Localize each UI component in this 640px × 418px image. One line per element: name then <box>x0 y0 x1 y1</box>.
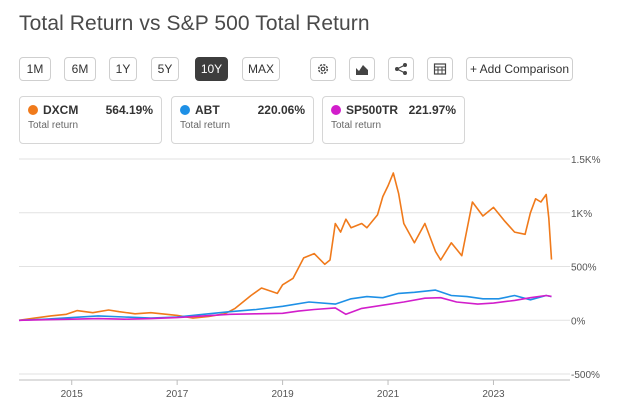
series-color-dot <box>180 105 190 115</box>
card-ticker: DXCM <box>43 103 79 117</box>
series-line-dxcm <box>18 172 553 322</box>
total-return-chart[interactable]: 1.5K% 1K% 500% 0% -500% 2015 2017 2019 2021 2023 <box>0 150 640 418</box>
card-subtitle: Total return <box>331 120 382 131</box>
card-value: 564.19% <box>105 103 153 117</box>
y-tick-label: 500% <box>571 263 597 274</box>
y-tick-label: 1K% <box>571 209 592 220</box>
y-tick-label: -500% <box>571 370 600 381</box>
series-color-dot <box>331 105 341 115</box>
comparison-card-abt[interactable]: ABT 220.06% Total return <box>171 96 314 144</box>
share-icon <box>395 63 407 75</box>
range-5y-button[interactable]: 5Y <box>151 57 179 81</box>
y-tick-label: 1.5K% <box>571 155 601 166</box>
card-ticker: ABT <box>195 103 220 117</box>
card-value: 220.06% <box>257 103 305 117</box>
x-tick-label: 2023 <box>482 389 505 400</box>
x-tick-label: 2019 <box>271 389 294 400</box>
share-button[interactable] <box>388 57 414 81</box>
series-color-dot <box>28 105 38 115</box>
range-1y-button[interactable]: 1Y <box>109 57 137 81</box>
range-10y-button[interactable]: 10Y <box>195 57 228 81</box>
x-tick-label: 2015 <box>61 389 84 400</box>
chart-type-button[interactable] <box>349 57 375 81</box>
card-ticker: SP500TR <box>346 103 399 117</box>
gear-icon <box>317 63 329 75</box>
page-title: Total Return vs S&P 500 Total Return <box>19 12 370 35</box>
comparison-card-dxcm[interactable]: DXCM 564.19% Total return <box>19 96 162 144</box>
series-line-abt <box>18 289 552 322</box>
card-value: 221.97% <box>408 103 456 117</box>
settings-button[interactable] <box>310 57 336 81</box>
series-line-sp500tr <box>18 294 552 322</box>
x-tick-label: 2021 <box>377 389 400 400</box>
card-subtitle: Total return <box>28 120 79 131</box>
add-comparison-button[interactable]: + Add Comparison <box>466 57 573 81</box>
table-view-button[interactable] <box>427 57 453 81</box>
x-tick-label: 2017 <box>166 389 189 400</box>
mountain-chart-icon <box>356 65 368 75</box>
range-6m-button[interactable]: 6M <box>64 57 96 81</box>
table-icon <box>433 63 447 75</box>
range-max-button[interactable]: MAX <box>242 57 280 81</box>
comparison-card-sp500tr[interactable]: SP500TR 221.97% Total return <box>322 96 465 144</box>
range-1m-button[interactable]: 1M <box>19 57 51 81</box>
y-tick-label: 0% <box>571 316 586 327</box>
card-subtitle: Total return <box>180 120 231 131</box>
